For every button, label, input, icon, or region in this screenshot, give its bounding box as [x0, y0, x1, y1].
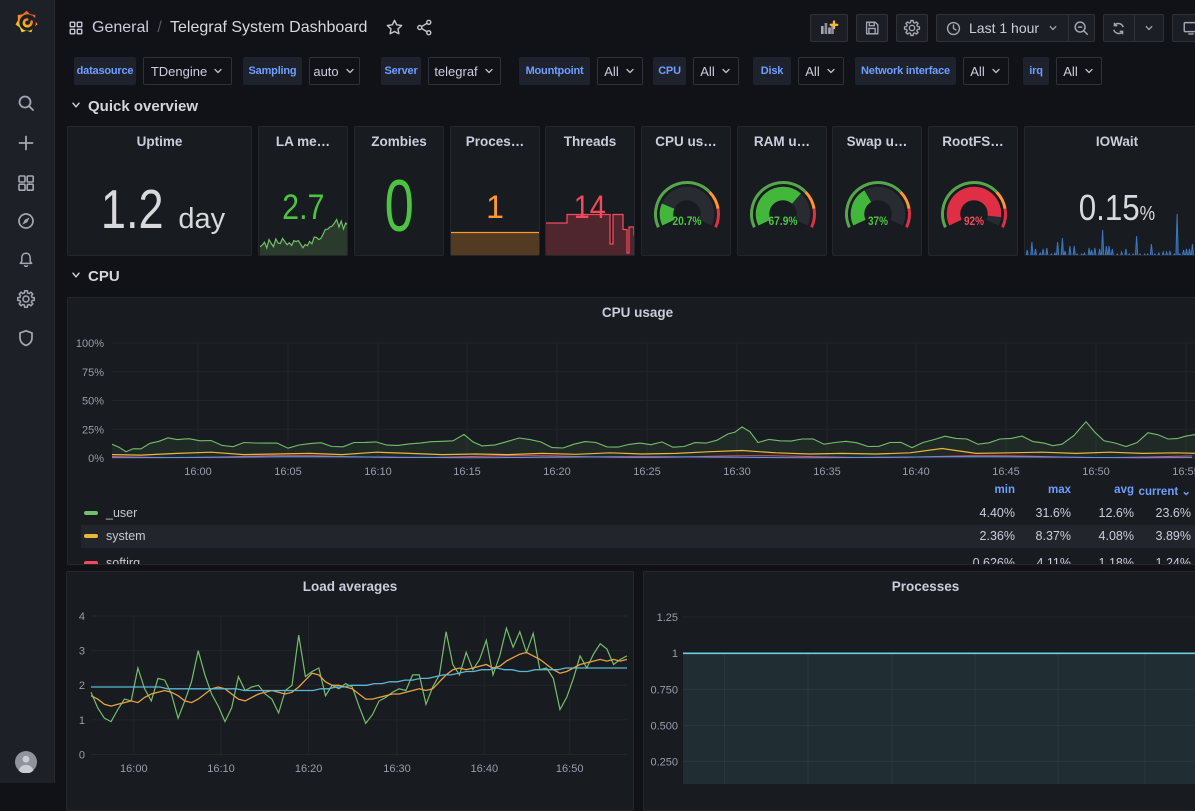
svg-text:0.750: 0.750	[650, 684, 678, 696]
svg-text:1: 1	[672, 648, 678, 660]
svg-text:16:15: 16:15	[453, 466, 481, 478]
svg-text:0.250: 0.250	[650, 756, 678, 768]
svg-text:16:25: 16:25	[633, 466, 661, 478]
svg-text:2: 2	[79, 680, 85, 692]
svg-text:16:40: 16:40	[471, 763, 499, 775]
svg-text:16:10: 16:10	[364, 466, 392, 478]
svg-text:1: 1	[79, 715, 85, 727]
svg-text:16:30: 16:30	[383, 763, 411, 775]
svg-text:0: 0	[79, 750, 85, 762]
svg-text:0.500: 0.500	[650, 721, 678, 733]
svg-text:16:20: 16:20	[295, 763, 323, 775]
svg-text:16:30: 16:30	[723, 466, 751, 478]
svg-text:67.9%: 67.9%	[769, 214, 798, 228]
svg-text:16:00: 16:00	[184, 466, 212, 478]
svg-text:1.25: 1.25	[657, 612, 678, 624]
svg-text:16:45: 16:45	[992, 466, 1020, 478]
svg-text:16:20: 16:20	[543, 466, 571, 478]
svg-text:3: 3	[79, 646, 85, 658]
svg-text:16:10: 16:10	[207, 763, 235, 775]
svg-text:4: 4	[79, 611, 85, 623]
svg-text:20.7%: 20.7%	[673, 214, 702, 228]
svg-text:16:50: 16:50	[1082, 466, 1110, 478]
svg-text:16:40: 16:40	[902, 466, 930, 478]
svg-text:16:50: 16:50	[556, 763, 584, 775]
svg-text:16:05: 16:05	[274, 466, 302, 478]
svg-text:25%: 25%	[82, 424, 104, 436]
svg-text:0%: 0%	[88, 453, 104, 465]
svg-text:50%: 50%	[82, 396, 104, 408]
svg-text:16:00: 16:00	[120, 763, 148, 775]
svg-text:92%: 92%	[964, 214, 984, 228]
svg-text:37%: 37%	[868, 214, 888, 228]
svg-text:16:35: 16:35	[813, 466, 841, 478]
svg-text:16:55: 16:55	[1172, 466, 1195, 478]
svg-text:100%: 100%	[76, 338, 104, 350]
svg-text:75%: 75%	[82, 367, 104, 379]
